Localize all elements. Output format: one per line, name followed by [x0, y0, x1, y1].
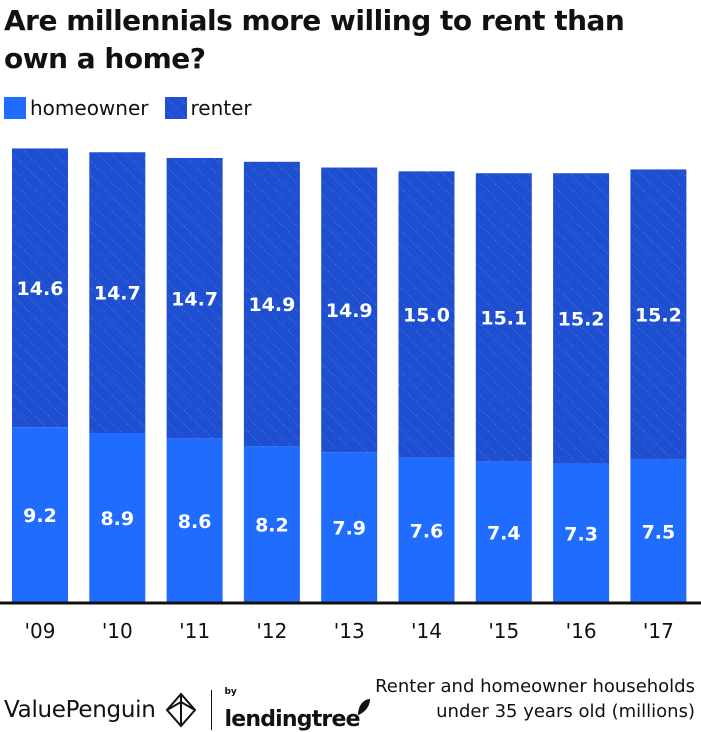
bar-homeowner-8 [630, 459, 687, 603]
x-tick-label-5: '14 [411, 619, 442, 643]
bar-renter-2 [166, 157, 223, 439]
lendingtree-logo: by lendingtree [224, 688, 371, 731]
data-label-renter-0: 14.6 [17, 278, 64, 300]
bars-group: 14.6 9.2 14.7 8.9 14.7 8.6 14.9 8.2 14.9 7.9 15.0 7… [12, 148, 687, 603]
x-tick-labels: '09 '10 '11 '12 '13 '14 '15 '16 '17 [25, 619, 674, 643]
bar-renter-6 [475, 173, 532, 462]
lendingtree-logo-text: lendingtree [224, 707, 360, 732]
data-label-renter-1: 14.7 [94, 283, 141, 305]
x-tick-label-3: '12 [256, 619, 287, 643]
x-tick-label-6: '15 [488, 619, 519, 643]
source-note-line-2: under 35 years old (millions) [436, 701, 695, 722]
x-tick-label-1: '10 [102, 619, 133, 643]
data-label-homeowner-4: 7.9 [332, 518, 366, 540]
x-tick-label-2: '11 [179, 619, 210, 643]
bar-homeowner-3 [243, 446, 300, 603]
legend-label-renter: renter [190, 96, 252, 120]
bar-renter-0 [12, 148, 68, 428]
logo-divider [211, 689, 213, 730]
source-note: Renter and homeowner households under 35… [375, 674, 695, 724]
legend-label-homeowner: homeowner [30, 96, 149, 120]
bar-homeowner-7 [553, 463, 610, 603]
bar-renter-7 [553, 173, 610, 464]
footer-logos: ValuePenguin by lendingtree [4, 688, 372, 731]
bar-renter-8 [630, 169, 687, 460]
bar-renter-4 [321, 167, 378, 453]
x-tick-label-4: '13 [334, 619, 365, 643]
data-label-homeowner-2: 8.6 [178, 511, 212, 533]
valuepenguin-logo-text: ValuePenguin [4, 696, 156, 723]
data-label-renter-7: 15.2 [558, 308, 605, 330]
data-label-renter-2: 14.7 [171, 288, 218, 310]
chart-title: Are millennials more willing to rent tha… [4, 4, 625, 75]
data-label-renter-4: 14.9 [326, 300, 373, 322]
lendingtree-leaf-icon [357, 699, 370, 715]
data-label-renter-6: 15.1 [480, 307, 527, 329]
data-label-homeowner-0: 9.2 [23, 505, 57, 527]
legend-swatch-renter [164, 97, 187, 119]
bar-renter-3 [243, 161, 300, 447]
x-tick-label-7: '16 [566, 619, 597, 643]
data-label-renter-5: 15.0 [403, 305, 450, 327]
bar-homeowner-4 [321, 452, 378, 603]
bar-homeowner-0 [12, 427, 68, 603]
bar-homeowner-5 [398, 457, 455, 603]
data-label-homeowner-6: 7.4 [487, 522, 521, 544]
x-tick-label-0: '09 [25, 619, 56, 643]
legend-swatch-homeowner [4, 97, 26, 119]
stacked-bar-chart: 14.6 9.2 14.7 8.9 14.7 8.6 14.9 8.2 14.9 7.9 15.0 7… [0, 148, 701, 643]
data-label-homeowner-3: 8.2 [255, 515, 289, 537]
bar-homeowner-1 [89, 433, 146, 603]
legend: homeowner renter [4, 96, 268, 120]
bar-homeowner-6 [475, 461, 532, 603]
legend-item-homeowner: homeowner [4, 96, 149, 120]
bar-homeowner-2 [166, 438, 223, 603]
data-label-renter-8: 15.2 [635, 305, 682, 327]
data-label-homeowner-8: 7.5 [642, 521, 676, 543]
valuepenguin-logo-icon [166, 691, 197, 728]
data-label-homeowner-7: 7.3 [564, 523, 598, 545]
source-note-line-1: Renter and homeowner households [375, 676, 695, 697]
x-tick-label-8: '17 [643, 619, 674, 643]
data-label-renter-3: 14.9 [248, 294, 295, 316]
legend-item-renter: renter [164, 96, 252, 120]
bar-renter-5 [398, 171, 455, 458]
lendingtree-by-label: by [224, 687, 237, 697]
data-label-homeowner-5: 7.6 [410, 520, 444, 542]
bar-renter-1 [89, 152, 146, 434]
data-label-homeowner-1: 8.9 [100, 508, 134, 530]
